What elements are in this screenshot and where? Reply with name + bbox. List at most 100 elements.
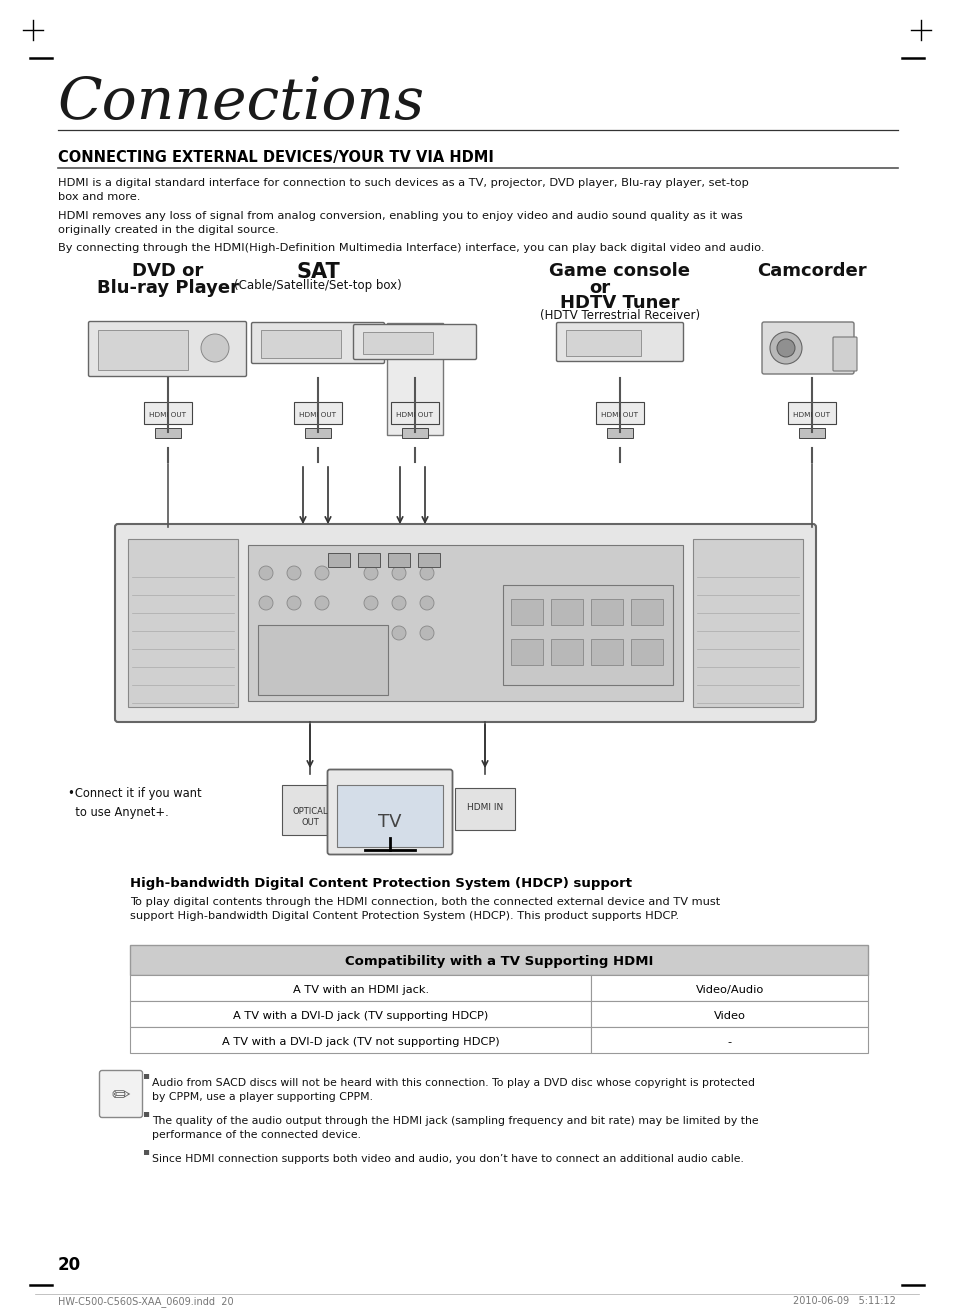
- Bar: [257, 625, 388, 695]
- FancyBboxPatch shape: [761, 321, 853, 374]
- FancyBboxPatch shape: [99, 1071, 142, 1118]
- Text: Connections: Connections: [58, 75, 425, 131]
- Bar: [336, 785, 442, 848]
- Bar: [305, 428, 331, 438]
- Bar: [591, 1027, 867, 1054]
- Bar: [130, 975, 591, 1001]
- Bar: [357, 552, 379, 567]
- Bar: [799, 428, 824, 438]
- Text: (Cable/Satellite/Set-top box): (Cable/Satellite/Set-top box): [233, 279, 401, 293]
- Circle shape: [364, 626, 377, 640]
- Circle shape: [287, 596, 301, 610]
- Circle shape: [201, 335, 229, 362]
- Bar: [282, 785, 337, 834]
- Bar: [692, 539, 802, 707]
- Text: OPTICAL
OUT: OPTICAL OUT: [292, 807, 328, 827]
- Bar: [130, 1027, 591, 1054]
- FancyBboxPatch shape: [252, 323, 384, 363]
- Circle shape: [364, 565, 377, 580]
- Bar: [502, 585, 672, 685]
- Text: SAT: SAT: [295, 262, 339, 282]
- Bar: [154, 428, 181, 438]
- Text: (HDTV Terrestrial Receiver): (HDTV Terrestrial Receiver): [539, 310, 700, 321]
- Circle shape: [314, 626, 329, 640]
- Text: ✏: ✏: [112, 1086, 131, 1106]
- Text: 20: 20: [58, 1256, 81, 1274]
- Circle shape: [258, 626, 273, 640]
- Bar: [590, 600, 622, 625]
- Circle shape: [392, 565, 406, 580]
- Bar: [551, 600, 582, 625]
- Bar: [787, 401, 835, 424]
- Circle shape: [287, 626, 301, 640]
- Text: HDMI is a digital standard interface for connection to such devices as a TV, pro: HDMI is a digital standard interface for…: [58, 178, 748, 202]
- Circle shape: [392, 626, 406, 640]
- Bar: [144, 401, 192, 424]
- Text: HDMI OUT: HDMI OUT: [601, 412, 638, 419]
- Text: ▪: ▪: [142, 1071, 149, 1080]
- Text: Camcorder: Camcorder: [757, 262, 866, 279]
- Circle shape: [258, 596, 273, 610]
- Text: Blu-ray Player: Blu-ray Player: [97, 279, 239, 297]
- Bar: [591, 1001, 867, 1027]
- Circle shape: [314, 596, 329, 610]
- Text: The quality of the audio output through the HDMI jack (sampling frequency and bi: The quality of the audio output through …: [152, 1117, 758, 1140]
- Bar: [248, 544, 682, 701]
- Circle shape: [392, 596, 406, 610]
- Bar: [128, 539, 237, 707]
- Text: CONNECTING EXTERNAL DEVICES/YOUR TV VIA HDMI: CONNECTING EXTERNAL DEVICES/YOUR TV VIA …: [58, 150, 494, 165]
- Bar: [130, 945, 867, 975]
- Text: HW-C500-C560S-XAA_0609.indd  20: HW-C500-C560S-XAA_0609.indd 20: [58, 1296, 233, 1307]
- Bar: [98, 331, 188, 370]
- Text: HDTV Tuner: HDTV Tuner: [559, 294, 679, 312]
- FancyBboxPatch shape: [556, 323, 682, 362]
- Text: Video/Audio: Video/Audio: [695, 985, 763, 994]
- Bar: [417, 552, 439, 567]
- Bar: [387, 323, 442, 436]
- FancyBboxPatch shape: [89, 321, 246, 377]
- Circle shape: [776, 338, 794, 357]
- Text: DVD or: DVD or: [132, 262, 203, 279]
- Text: Audio from SACD discs will not be heard with this connection. To play a DVD disc: Audio from SACD discs will not be heard …: [152, 1078, 754, 1102]
- Circle shape: [314, 565, 329, 580]
- Bar: [294, 401, 341, 424]
- FancyBboxPatch shape: [354, 324, 476, 359]
- Text: Since HDMI connection supports both video and audio, you don’t have to connect a: Since HDMI connection supports both vide…: [152, 1155, 743, 1164]
- Text: A TV with a DVI-D jack (TV supporting HDCP): A TV with a DVI-D jack (TV supporting HD…: [233, 1012, 488, 1021]
- Circle shape: [364, 596, 377, 610]
- Bar: [551, 639, 582, 665]
- Circle shape: [258, 565, 273, 580]
- Bar: [455, 789, 515, 830]
- Text: A TV with a DVI-D jack (TV not supporting HDCP): A TV with a DVI-D jack (TV not supportin…: [222, 1036, 499, 1047]
- FancyBboxPatch shape: [327, 770, 452, 854]
- Bar: [261, 331, 340, 358]
- Text: HDMI OUT: HDMI OUT: [396, 412, 433, 419]
- Text: HDMI IN: HDMI IN: [466, 803, 502, 812]
- Text: Compatibility with a TV Supporting HDMI: Compatibility with a TV Supporting HDMI: [344, 955, 653, 968]
- Text: 2010-06-09   5:11:12: 2010-06-09 5:11:12: [792, 1296, 895, 1305]
- Text: -: -: [727, 1036, 731, 1047]
- Bar: [596, 401, 643, 424]
- Text: HDMI OUT: HDMI OUT: [299, 412, 336, 419]
- FancyBboxPatch shape: [832, 337, 856, 371]
- FancyBboxPatch shape: [115, 523, 815, 722]
- Text: •Connect it if you want
  to use Anynet+.: •Connect it if you want to use Anynet+.: [68, 787, 201, 819]
- Text: HDMI OUT: HDMI OUT: [793, 412, 830, 419]
- Text: HDMI OUT: HDMI OUT: [150, 412, 186, 419]
- Text: HDMI removes any loss of signal from analog conversion, enabling you to enjoy vi: HDMI removes any loss of signal from ana…: [58, 211, 742, 235]
- Bar: [388, 552, 410, 567]
- Bar: [606, 428, 633, 438]
- Circle shape: [769, 332, 801, 363]
- Bar: [405, 429, 424, 436]
- Bar: [591, 975, 867, 1001]
- Text: ▪: ▪: [142, 1109, 149, 1118]
- Text: High-bandwidth Digital Content Protection System (HDCP) support: High-bandwidth Digital Content Protectio…: [130, 876, 631, 890]
- Bar: [511, 600, 542, 625]
- Text: ▪: ▪: [142, 1145, 149, 1156]
- Bar: [401, 428, 428, 438]
- Text: A TV with an HDMI jack.: A TV with an HDMI jack.: [293, 985, 428, 994]
- Text: Video: Video: [713, 1012, 745, 1021]
- Circle shape: [287, 565, 301, 580]
- Circle shape: [419, 626, 434, 640]
- Bar: [630, 600, 662, 625]
